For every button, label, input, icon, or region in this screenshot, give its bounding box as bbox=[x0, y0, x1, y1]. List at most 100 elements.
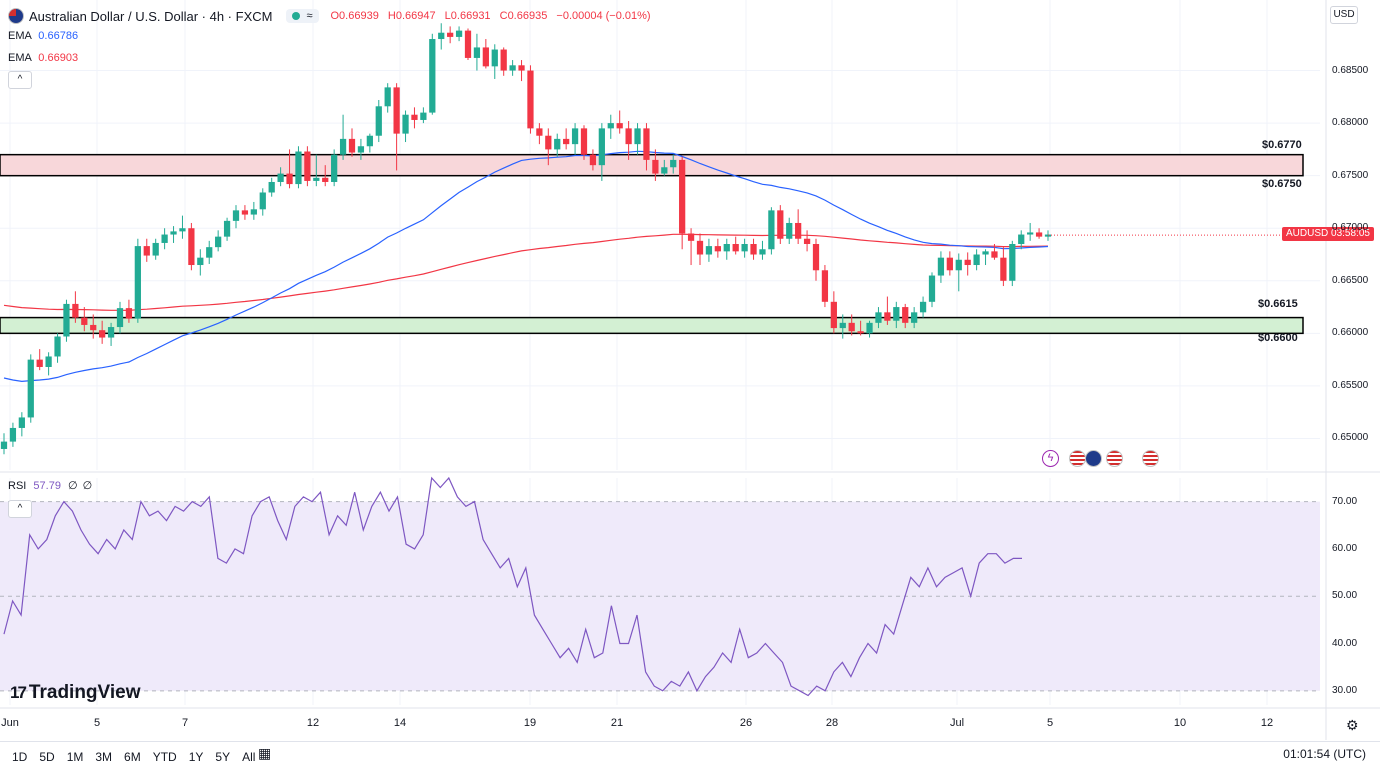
symbol-title[interactable]: Australian Dollar / U.S. Dollar · 4h · F… bbox=[29, 8, 273, 24]
candle-body bbox=[339, 138, 347, 155]
tf-5d[interactable]: 5D bbox=[39, 750, 55, 764]
tradingview-logo[interactable]: 17 TradingView bbox=[10, 682, 141, 704]
candle-body bbox=[107, 327, 115, 338]
candle-body bbox=[420, 112, 427, 120]
flash-event-icon[interactable]: ϟ bbox=[1042, 450, 1059, 467]
tf-1d[interactable]: 1D bbox=[12, 750, 28, 764]
gear-icon[interactable]: ⚙ bbox=[1346, 717, 1359, 733]
tf-1y[interactable]: 1Y bbox=[188, 750, 204, 764]
candle-body bbox=[206, 247, 213, 258]
candle-body bbox=[946, 257, 953, 271]
candle-body bbox=[830, 301, 837, 329]
tf-5y[interactable]: 5Y bbox=[215, 750, 231, 764]
candle-body bbox=[902, 307, 909, 323]
candle-body bbox=[143, 246, 150, 256]
candle-body bbox=[438, 32, 445, 40]
ohlc-high: H0.66947 bbox=[387, 10, 436, 22]
time-axis-label: 12 bbox=[1260, 717, 1274, 729]
price-axis-label: 0.67000 bbox=[1332, 222, 1369, 234]
rsi-axis-label: 60.00 bbox=[1332, 542, 1358, 554]
candle-body bbox=[687, 233, 695, 241]
candle-body bbox=[357, 146, 365, 153]
tf-ytd[interactable]: YTD bbox=[152, 750, 177, 764]
resistance-zone bbox=[0, 153, 1304, 177]
candle-body bbox=[607, 123, 614, 129]
candle-body bbox=[616, 123, 623, 129]
candle-body bbox=[964, 259, 971, 266]
ohlc-open: O0.66939 bbox=[330, 10, 379, 22]
tf-3m[interactable]: 3M bbox=[95, 750, 113, 764]
tf-6m[interactable]: 6M bbox=[124, 750, 141, 764]
last-price-tag: AUDUSD 03:58:05 bbox=[1282, 227, 1374, 241]
au-event-icon[interactable] bbox=[1085, 450, 1102, 467]
candle-body bbox=[625, 128, 632, 145]
ema-fast-legend[interactable]: EMA 0.66786 bbox=[8, 30, 78, 42]
symbol-header: Australian Dollar / U.S. Dollar · 4h · F… bbox=[8, 7, 657, 25]
candle-body bbox=[331, 154, 338, 182]
calendar-range-icon[interactable]: ▦ bbox=[258, 745, 272, 761]
ema-slow-legend[interactable]: EMA 0.66903 bbox=[8, 52, 78, 64]
time-axis-label: 7 bbox=[181, 717, 189, 729]
ema-slow-line bbox=[3, 233, 1049, 312]
candle-body bbox=[911, 312, 918, 323]
candle-body bbox=[188, 228, 195, 266]
candle-body bbox=[643, 128, 650, 160]
time-axis-label: Jul bbox=[949, 717, 965, 729]
rsi-axis-label: 70.00 bbox=[1332, 495, 1358, 507]
price-tag-countdown: 03:58:05 bbox=[1331, 228, 1370, 239]
candle-body bbox=[795, 222, 802, 239]
rsi-legend[interactable]: RSI 57.79 ∅ ∅ bbox=[8, 479, 92, 492]
candle-body bbox=[518, 65, 525, 71]
tf-1m[interactable]: 1M bbox=[66, 750, 84, 764]
support-top-label: $0.6615 bbox=[1258, 298, 1298, 310]
candle-body bbox=[866, 322, 873, 334]
candle-body bbox=[696, 240, 704, 255]
market-status-pill[interactable]: ≈ bbox=[286, 9, 319, 23]
tf-all[interactable]: All bbox=[242, 750, 256, 764]
candle-body bbox=[1027, 232, 1034, 235]
candle-body bbox=[170, 231, 177, 235]
us-event-icon[interactable] bbox=[1106, 450, 1123, 467]
bottom-toolbar: 1D 5D 1M 3M 6M YTD 1Y 5Y All bbox=[0, 741, 1380, 772]
utc-clock[interactable]: 01:01:54 (UTC) bbox=[1283, 747, 1366, 761]
candle-body bbox=[429, 39, 436, 113]
ema-fast-value: 0.66786 bbox=[38, 30, 79, 42]
time-axis-label: 10 bbox=[1173, 717, 1187, 729]
ema-slow-label: EMA bbox=[8, 52, 32, 64]
candle-body bbox=[1018, 234, 1025, 244]
candle-body bbox=[402, 114, 409, 134]
candle-body bbox=[250, 209, 257, 215]
resistance-bottom-label: $0.6750 bbox=[1262, 178, 1302, 190]
us-event-icon[interactable] bbox=[1069, 450, 1086, 467]
price-axis-label: 0.66500 bbox=[1332, 274, 1369, 286]
candle-body bbox=[670, 159, 677, 168]
us-event-icon[interactable] bbox=[1142, 450, 1159, 467]
candle-body bbox=[134, 246, 141, 319]
candle-body bbox=[152, 242, 159, 256]
candle-body bbox=[928, 275, 936, 302]
candle-body bbox=[277, 173, 284, 182]
ohlc-change: −0.00004 (−0.01%) bbox=[556, 10, 651, 22]
collapse-rsi-button[interactable]: ^ bbox=[8, 500, 32, 518]
price-axis-label: 0.68000 bbox=[1332, 117, 1369, 129]
candle-body bbox=[455, 30, 463, 37]
candle-body bbox=[571, 128, 579, 145]
candle-body bbox=[634, 128, 641, 145]
candle-body bbox=[375, 106, 382, 136]
candle-body bbox=[491, 49, 498, 67]
candle-body bbox=[99, 330, 106, 338]
time-axis-label: 19 bbox=[523, 717, 537, 729]
candle-body bbox=[652, 159, 659, 174]
collapse-legend-button[interactable]: ^ bbox=[8, 71, 32, 89]
candle-body bbox=[545, 135, 552, 150]
price-axis-label: 0.66000 bbox=[1332, 327, 1369, 339]
chevron-up-icon: ^ bbox=[17, 503, 23, 514]
candle-body bbox=[18, 417, 25, 428]
currency-button[interactable]: USD bbox=[1330, 6, 1358, 24]
ohlc-low: L0.66931 bbox=[444, 10, 491, 22]
candle-body bbox=[232, 210, 240, 221]
price-axis-label: 0.67500 bbox=[1332, 169, 1369, 181]
rsi-label: RSI bbox=[8, 480, 27, 492]
ema-fast-line bbox=[3, 150, 1049, 383]
